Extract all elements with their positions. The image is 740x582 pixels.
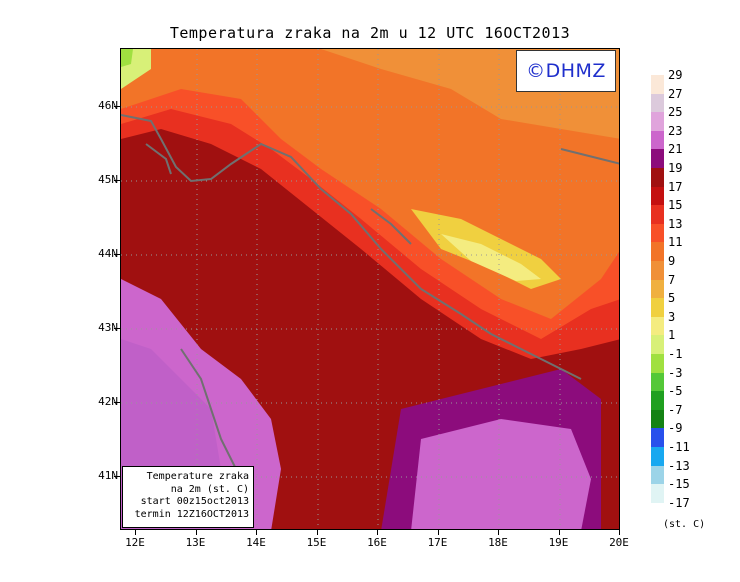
legend-swatch bbox=[651, 409, 664, 429]
legend-label: 3 bbox=[668, 309, 676, 324]
legend-label: -5 bbox=[668, 384, 683, 399]
lon-label-18e: 18E bbox=[488, 536, 508, 549]
legend-swatch bbox=[651, 112, 664, 131]
lon-tick bbox=[498, 530, 499, 535]
legend-label: 21 bbox=[668, 142, 683, 157]
lon-tick bbox=[619, 530, 620, 535]
map-title: Temperatura zraka na 2m u 12 UTC 16OCT20… bbox=[169, 24, 571, 42]
legend-swatch bbox=[651, 93, 664, 113]
legend-label: 9 bbox=[668, 254, 676, 268]
legend-label: 5 bbox=[668, 291, 676, 306]
lon-label-17e: 17E bbox=[427, 536, 448, 549]
lon-label-16e: 16E bbox=[367, 536, 387, 549]
lon-label-14e: 14E bbox=[246, 536, 266, 549]
legend-swatch bbox=[651, 223, 664, 243]
legend-swatch bbox=[651, 354, 664, 373]
legend-label: 11 bbox=[668, 235, 683, 250]
legend-label: 17 bbox=[668, 179, 683, 194]
info-box: Temperature zraka na 2m (st. C) start 00… bbox=[122, 466, 254, 528]
legend-label: 19 bbox=[668, 161, 683, 175]
legend-swatch bbox=[651, 205, 664, 224]
legend-label: 25 bbox=[668, 105, 683, 120]
lat-label-41n: 41N bbox=[98, 469, 118, 482]
legend-swatch bbox=[651, 484, 664, 503]
legend-swatch bbox=[651, 168, 664, 187]
legend-swatch bbox=[651, 335, 664, 354]
legend-swatch bbox=[651, 372, 664, 392]
legend-swatch bbox=[651, 130, 664, 150]
lon-label-13e: 13E bbox=[185, 536, 206, 549]
alpine-cold-zone bbox=[121, 49, 133, 67]
southeast-light-zone bbox=[411, 419, 591, 529]
legend-swatch bbox=[651, 261, 664, 280]
legend-label: -3 bbox=[668, 365, 683, 380]
lat-tick bbox=[114, 476, 120, 477]
legend-label: -17 bbox=[668, 495, 690, 510]
temperature-field bbox=[121, 49, 619, 529]
lon-tick bbox=[316, 530, 318, 535]
legend-unit: (st. C) bbox=[663, 519, 706, 530]
lat-tick bbox=[114, 180, 120, 181]
info-line-1: Temperature zraka bbox=[146, 471, 249, 482]
interior-cooler-zone bbox=[441, 234, 541, 281]
info-line-3: start 00z15oct2013 bbox=[140, 496, 249, 507]
legend-swatch bbox=[651, 316, 664, 336]
legend-swatch bbox=[651, 391, 664, 410]
legend-label: -15 bbox=[668, 477, 690, 492]
lon-label-20e: 20E bbox=[609, 536, 629, 549]
lat-tick bbox=[114, 106, 120, 107]
legend-label: 13 bbox=[668, 216, 683, 231]
lat-tick bbox=[114, 328, 120, 329]
dhmz-logo: ©DHMZ bbox=[516, 50, 616, 92]
lon-tick bbox=[195, 530, 197, 535]
north-warm-zone bbox=[121, 49, 619, 139]
lon-label-15e: 15E bbox=[306, 536, 327, 549]
lon-label-19e: 19E bbox=[548, 536, 569, 549]
lon-tick bbox=[558, 530, 560, 535]
lon-tick bbox=[377, 530, 378, 535]
legend-label: 1 bbox=[668, 328, 676, 343]
legend-label: -11 bbox=[668, 440, 690, 454]
lon-tick bbox=[256, 530, 257, 535]
legend-label: -1 bbox=[668, 347, 683, 361]
legend-swatch bbox=[651, 447, 664, 466]
lat-label-45n: 45N bbox=[98, 173, 118, 186]
info-line-4: termin 12Z16OCT2013 bbox=[134, 508, 249, 520]
legend-label: 23 bbox=[668, 123, 683, 138]
legend-label: 15 bbox=[668, 198, 683, 213]
lat-tick bbox=[114, 402, 120, 403]
legend-label: -13 bbox=[668, 458, 690, 473]
legend-label: -7 bbox=[668, 402, 683, 417]
legend-swatch bbox=[651, 279, 664, 299]
legend-swatch bbox=[651, 428, 664, 447]
lat-tick bbox=[114, 254, 120, 255]
lat-label-44n: 44N bbox=[98, 247, 118, 260]
legend-swatch bbox=[651, 298, 664, 317]
legend-label: 29 bbox=[668, 68, 683, 82]
legend-label: 7 bbox=[668, 272, 676, 287]
info-line-2: na 2m (st. C) bbox=[170, 483, 249, 495]
legend-swatch bbox=[651, 186, 664, 206]
grid-lines bbox=[121, 49, 619, 529]
lat-label-42n: 42N bbox=[98, 395, 118, 408]
lon-tick bbox=[135, 530, 136, 535]
legend-swatch bbox=[651, 149, 664, 168]
legend-swatch bbox=[651, 75, 664, 94]
lon-tick bbox=[437, 530, 439, 535]
lat-label-43n: 43N bbox=[98, 321, 118, 334]
legend-label: 27 bbox=[668, 86, 683, 101]
legend-label: -9 bbox=[668, 421, 683, 436]
legend-swatch bbox=[651, 465, 664, 485]
lat-label-46n: 46N bbox=[98, 99, 118, 112]
lon-label-12e: 12E bbox=[125, 536, 145, 549]
temperature-map bbox=[120, 48, 620, 530]
legend-swatch bbox=[651, 242, 664, 261]
